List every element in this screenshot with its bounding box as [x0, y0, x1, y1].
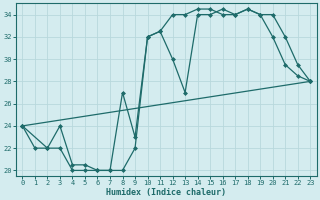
X-axis label: Humidex (Indice chaleur): Humidex (Indice chaleur) — [106, 188, 226, 197]
